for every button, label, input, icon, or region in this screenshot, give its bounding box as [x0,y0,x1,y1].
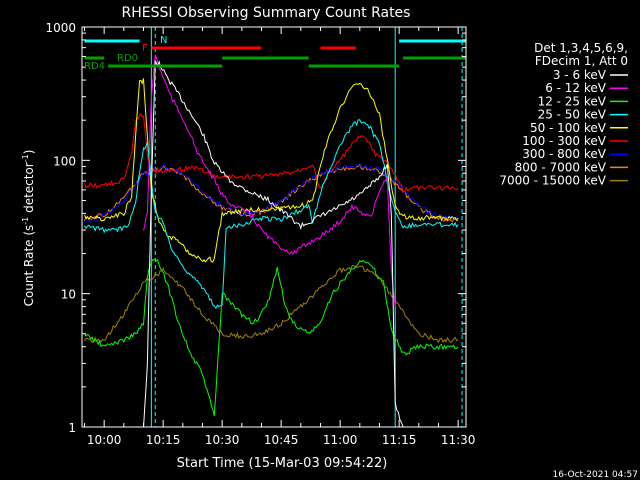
flag-label-n: N [160,35,167,46]
legend-label: 12 - 25 keV [538,94,607,108]
legend-label: 100 - 300 keV [522,134,606,148]
x-tick-label: 11:30 [441,433,476,447]
flag-label-rd4: RD4 [84,61,105,72]
y-tick-label: 100 [53,154,76,168]
x-tick-label: 10:45 [264,433,299,447]
series-line-7 [84,163,459,223]
legend: Det 1,3,4,5,6,9, FDecim 1, Att 0 3 - 6 k… [499,41,628,188]
plot-frame [81,26,467,428]
y-tick-label: 1 [68,421,76,435]
series-line-0 [143,60,404,427]
legend-label: 800 - 7000 keV [515,160,607,174]
y-axis-ticks: 1 10 100 1000 [45,21,466,435]
series-line-5 [84,112,459,194]
chart-title: RHESSI Observing Summary Count Rates [122,5,411,21]
y-axis-label: Count Rate (s-1 detector-1) [21,150,36,307]
legend-header-1: Det 1,3,4,5,6,9, [534,41,628,55]
legend-label: 6 - 12 keV [545,81,607,95]
flag-labels: N F RD0 RD4 [84,35,167,72]
legend-header-2: FDecim 1, Att 0 [535,54,628,68]
series-line-2 [84,258,459,417]
x-axis-ticks: 10:00 10:15 10:30 10:45 11:00 11:15 11:30 [83,27,476,447]
legend-label: 3 - 6 keV [553,68,607,82]
legend-label: 50 - 100 keV [530,121,607,135]
series-line-6 [84,164,459,224]
x-tick-label: 11:00 [323,433,358,447]
series-line-3 [84,119,459,310]
series-line-4 [84,78,459,263]
x-tick-label: 11:15 [382,433,417,447]
x-tick-label: 10:15 [146,433,181,447]
x-tick-label: 10:30 [205,433,240,447]
y-tick-label: 10 [61,288,76,302]
series-group [84,54,459,427]
y-tick-label: 1000 [45,21,76,35]
series-line-8 [84,265,459,344]
timestamp: 16-Oct-2021 04:57 [553,470,638,480]
legend-label: 300 - 800 keV [522,147,606,161]
series-line-1 [143,54,396,307]
plot-area [81,26,467,428]
legend-label: 25 - 50 keV [538,108,607,122]
legend-label: 7000 - 15000 keV [499,174,606,188]
x-axis-label: Start Time (15-Mar-03 09:54:22) [177,456,388,471]
x-tick-label: 10:00 [87,433,122,447]
flag-label-f: F [142,43,148,54]
flag-label-rd0: RD0 [117,53,138,64]
